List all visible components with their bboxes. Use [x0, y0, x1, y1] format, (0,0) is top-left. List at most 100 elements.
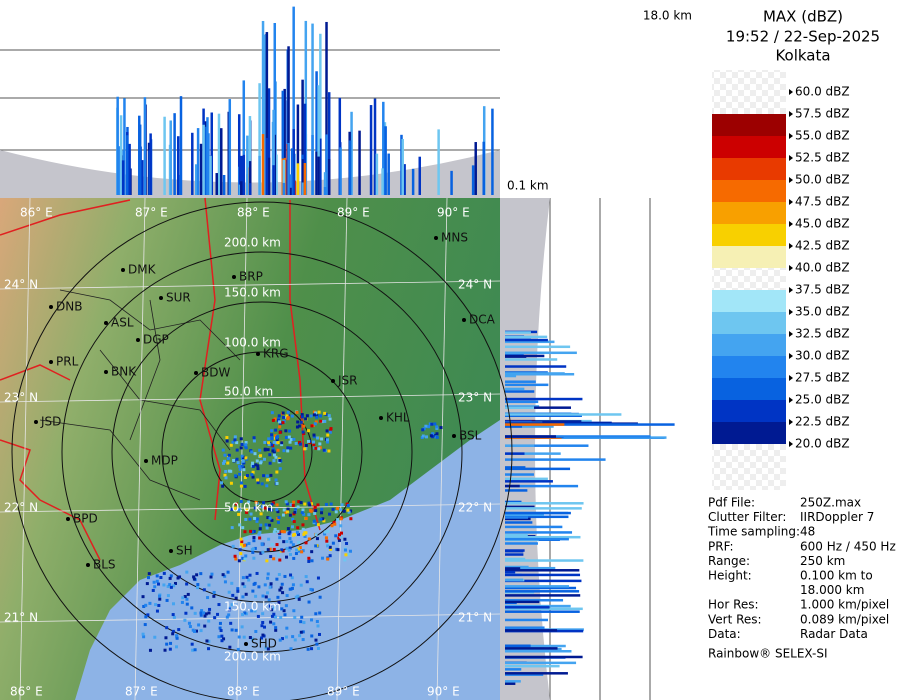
city-label: BNK: [111, 365, 137, 379]
echo-cell: [282, 540, 286, 544]
echo-row: [505, 600, 540, 604]
legend-label: 57.5 dBZ: [795, 107, 850, 121]
echo-cell: [275, 503, 279, 507]
info-value: 1.000 km/pixel: [800, 598, 889, 612]
city-dot: [66, 517, 70, 521]
echo-cell: [148, 601, 152, 605]
echo-cell: [265, 474, 269, 478]
echo-cell: [439, 426, 443, 430]
echo-cell: [273, 417, 277, 421]
echo-cell: [287, 548, 291, 552]
echo-cell: [272, 557, 276, 561]
echo-cell: [231, 593, 235, 597]
echo-cell: [337, 536, 341, 540]
echo-column: [315, 71, 318, 195]
legend-label: 45.0 dBZ: [795, 217, 850, 231]
echo-cell: [175, 634, 179, 638]
echo-cell: [435, 435, 439, 439]
echo-cell: [226, 461, 230, 465]
info-value: 48: [800, 525, 815, 539]
echo-column: [128, 143, 131, 195]
echo-cell: [336, 506, 340, 510]
echo-cell: [298, 440, 302, 444]
echo-column: [338, 97, 342, 195]
echo-cell: [314, 411, 318, 415]
echo-column: [204, 126, 208, 195]
echo-cell: [286, 507, 290, 511]
echo-cell: [165, 642, 169, 646]
echo-cell: [301, 630, 305, 634]
echo-cell: [218, 626, 222, 630]
city-dot: [194, 371, 198, 375]
echo-cell: [328, 417, 332, 421]
echo-cell: [180, 600, 184, 604]
echo-cell: [223, 580, 227, 584]
echo-cell: [244, 443, 248, 447]
echo-cell: [302, 424, 306, 428]
echo-cell: [228, 645, 232, 649]
echo-row: [505, 489, 528, 492]
echo-cell: [168, 647, 172, 651]
echo-cell: [224, 469, 228, 473]
echo-core: [240, 181, 243, 195]
echo-cell: [435, 432, 439, 436]
echo-cell: [272, 459, 276, 463]
echo-cell: [237, 635, 241, 639]
echo-core: [287, 142, 290, 195]
echo-cell: [257, 585, 261, 589]
echo-cell: [177, 628, 181, 632]
range-label: 50.0 km: [224, 385, 273, 399]
echo-cell: [245, 575, 249, 579]
echo-cell: [431, 432, 435, 436]
city-dot: [462, 318, 466, 322]
echo-cell: [318, 442, 322, 446]
echo-cell: [272, 530, 276, 534]
legend-band: [712, 114, 786, 136]
echo-cell: [232, 458, 236, 462]
echo-cell: [256, 481, 260, 485]
echo-column: [206, 117, 209, 195]
echo-cell: [305, 414, 309, 418]
city-label: BPD: [73, 512, 98, 526]
echo-cell: [255, 519, 259, 523]
echo-cell: [243, 585, 247, 589]
echo-cell: [236, 589, 240, 593]
echo-cell: [296, 547, 300, 551]
echo-cell: [233, 438, 237, 442]
echo-cell: [250, 637, 254, 641]
echo-cell: [322, 519, 326, 523]
echo-column: [258, 83, 261, 195]
echo-cell: [288, 530, 292, 534]
echo-cell: [216, 612, 220, 616]
echo-cell: [244, 446, 248, 450]
echo-cell: [250, 609, 254, 613]
legend-band: [712, 312, 786, 334]
echo-cell: [153, 635, 157, 639]
echo-cell: [235, 448, 239, 452]
echo-column: [228, 99, 232, 195]
lat-label: 24° N: [458, 278, 492, 292]
echo-cell: [240, 540, 244, 544]
echo-cell: [312, 443, 316, 447]
echo-cell: [276, 520, 280, 524]
echo-cell: [270, 508, 274, 512]
echo-column: [474, 142, 477, 195]
echo-row: [505, 664, 560, 668]
echo-cell: [190, 606, 194, 610]
echo-row: [505, 647, 558, 650]
echo-cell: [291, 543, 295, 547]
echo-cell: [301, 430, 305, 434]
legend-band: [712, 158, 786, 180]
echo-column: [350, 111, 353, 195]
echo-cell: [251, 470, 255, 474]
echo-row: [505, 397, 583, 401]
echo-cell: [310, 502, 314, 506]
echo-cell: [435, 426, 439, 430]
echo-cell: [325, 539, 329, 543]
echo-column: [323, 172, 327, 195]
echo-cell: [285, 594, 289, 598]
echo-cell: [297, 540, 301, 544]
echo-cell: [223, 459, 227, 463]
echo-core: [292, 129, 295, 195]
